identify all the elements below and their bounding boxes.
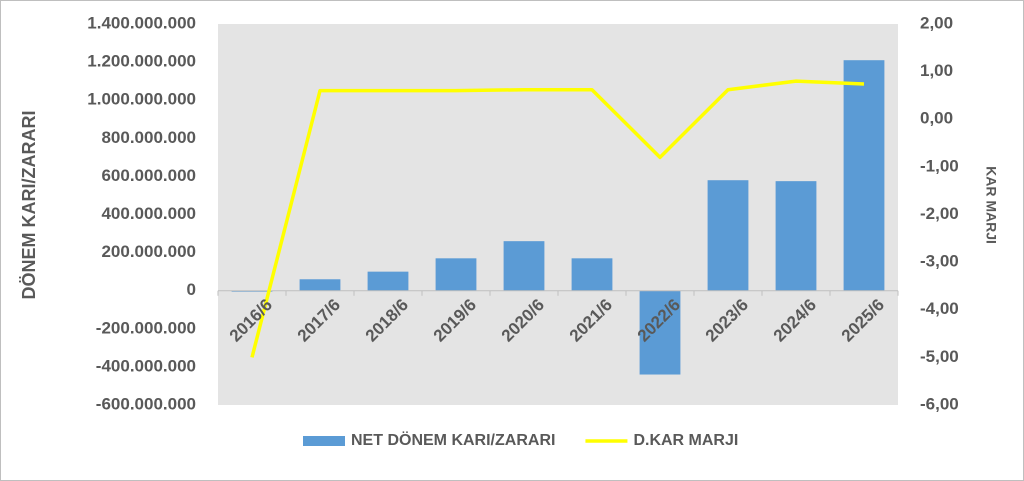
bar xyxy=(843,60,885,291)
y-tick-label: 1.400.000.000 xyxy=(87,13,196,32)
y-tick-label: 1.000.000.000 xyxy=(87,90,196,109)
legend-label: D.KAR MARJI xyxy=(633,432,738,449)
y-tick-label: 0 xyxy=(187,280,196,299)
bar xyxy=(367,271,409,291)
y2-tick-label: -5,00 xyxy=(920,347,959,366)
bar xyxy=(299,279,341,291)
y2-tick-label: 0,00 xyxy=(920,109,953,128)
y2-tick-label: -6,00 xyxy=(920,394,959,413)
bar xyxy=(435,258,477,291)
y-tick-label: 400.000.000 xyxy=(101,204,196,223)
y2-tick-label: 2,00 xyxy=(920,13,953,32)
y2-tick-label: -2,00 xyxy=(920,204,959,223)
legend-label: NET DÖNEM KARI/ZARARI xyxy=(351,430,555,449)
y-tick-label: 600.000.000 xyxy=(101,166,196,185)
bar xyxy=(639,290,681,375)
y-tick-label: 800.000.000 xyxy=(101,128,196,147)
y-tick-label: -200.000.000 xyxy=(96,318,196,337)
legend-swatch xyxy=(303,436,345,446)
y2-axis-title: KAR MARJI xyxy=(983,166,999,244)
bar xyxy=(775,181,817,291)
y-tick-label: -600.000.000 xyxy=(96,394,196,413)
y2-tick-label: -1,00 xyxy=(920,156,959,175)
y2-tick-label: -4,00 xyxy=(920,299,959,318)
line xyxy=(250,79,865,358)
y2-tick-label: 1,00 xyxy=(920,61,953,80)
y2-tick-label: -3,00 xyxy=(920,252,959,271)
y-tick-label: 1.200.000.000 xyxy=(87,52,196,71)
y-axis-title: DÖNEM KARI/ZARARI xyxy=(19,111,39,300)
y-tick-label: 200.000.000 xyxy=(101,242,196,261)
bar xyxy=(571,258,613,291)
y-tick-label: -400.000.000 xyxy=(96,356,196,375)
bar xyxy=(707,180,749,291)
bar xyxy=(503,241,545,291)
